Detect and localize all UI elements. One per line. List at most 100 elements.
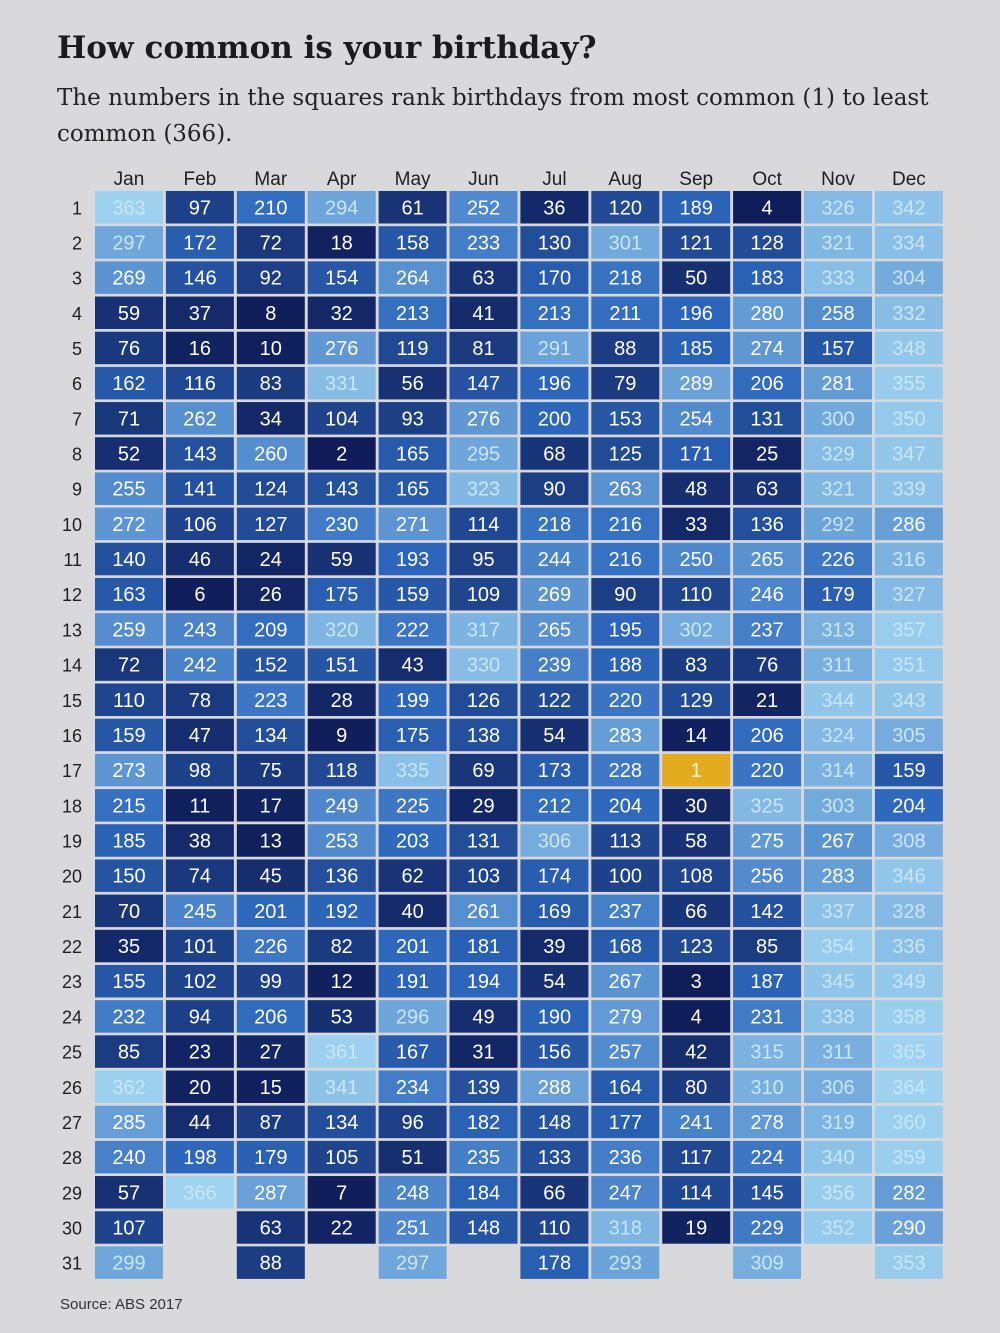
cell-fill [236, 366, 305, 400]
cell-oct-13: 237 [733, 613, 802, 646]
cell-feb-20: 74 [165, 859, 234, 892]
cell-apr-13: 320 [307, 613, 376, 646]
cell-dec-18: 204 [874, 789, 943, 822]
cell-rank-label: 339 [892, 479, 925, 501]
cell-oct-25: 315 [733, 1035, 802, 1068]
cell-oct-30: 229 [733, 1211, 802, 1244]
cell-feb-24: 94 [165, 1000, 234, 1033]
cell-fill [236, 964, 305, 998]
cell-rank-label: 361 [325, 1042, 358, 1064]
cell-oct-12: 246 [733, 577, 802, 611]
cell-fill [236, 859, 305, 892]
cell-fill [449, 261, 518, 294]
cell-rank-label: 232 [112, 1006, 145, 1028]
cell-fill [733, 331, 802, 365]
cell-rank-label: 260 [254, 444, 287, 466]
cell-rank-label: 297 [112, 232, 145, 254]
cell-rank-label: 42 [685, 1042, 707, 1064]
cell-fill [874, 296, 943, 330]
cell-fill [804, 648, 872, 681]
day-label-28: 28 [62, 1148, 82, 1168]
cell-oct-23: 187 [733, 964, 802, 998]
cell-feb-5: 16 [165, 331, 234, 365]
cell-oct-19: 275 [733, 824, 802, 857]
cell-fill [236, 718, 305, 752]
cell-rank-label: 12 [331, 971, 353, 993]
cell-nov-3: 333 [804, 261, 872, 294]
cell-fill [520, 718, 589, 752]
cell-rank-label: 28 [331, 690, 353, 712]
cell-rank-label: 159 [396, 584, 429, 606]
cell-rank-label: 72 [118, 655, 140, 677]
cell-rank-label: 96 [401, 1112, 423, 1134]
month-header-jul: Jul [542, 169, 566, 190]
cell-oct-27: 278 [733, 1105, 802, 1139]
cell-fill [307, 894, 376, 928]
cell-jan-8: 52 [95, 437, 163, 470]
cell-may-18: 225 [378, 789, 447, 822]
cell-fill [307, 437, 376, 470]
cell-apr-21: 192 [307, 894, 376, 928]
cell-mar-7: 34 [236, 402, 305, 435]
cell-rank-label: 179 [821, 584, 854, 606]
cell-fill [449, 964, 518, 998]
cell-fill [662, 1070, 731, 1103]
day-label-21: 21 [62, 902, 82, 922]
cell-oct-31: 309 [733, 1246, 802, 1279]
cell-fill [378, 1246, 447, 1279]
cell-fill [874, 261, 943, 294]
cell-jun-20: 103 [449, 859, 518, 892]
cell-fill [804, 437, 872, 470]
cell-dec-7: 350 [874, 402, 943, 435]
cell-rank-label: 278 [750, 1112, 783, 1134]
cell-fill [662, 402, 731, 435]
cell-rank-label: 143 [183, 444, 216, 466]
cell-fill [874, 226, 943, 259]
cell-fill [874, 1070, 943, 1103]
cell-fill [662, 296, 731, 330]
cell-sep-17: 1 [662, 753, 731, 787]
cell-fill [95, 824, 163, 857]
cell-jun-16: 138 [449, 718, 518, 752]
cell-fill [662, 507, 731, 541]
cell-fill [95, 1140, 163, 1174]
cell-jul-23: 54 [520, 964, 589, 998]
cell-rank-label: 119 [397, 338, 429, 360]
cell-nov-22: 354 [804, 929, 872, 963]
cell-dec-13: 357 [874, 613, 943, 646]
cell-nov-17: 314 [804, 753, 872, 787]
cell-fill [520, 1000, 589, 1033]
cell-fill [449, 894, 518, 928]
cell-fill [378, 964, 447, 998]
cell-fill [874, 824, 943, 857]
cell-sep-2: 121 [662, 226, 731, 259]
cell-nov-1: 326 [804, 191, 872, 224]
cell-rank-label: 134 [325, 1112, 358, 1134]
cell-rank-label: 19 [685, 1217, 707, 1239]
cell-rank-label: 62 [401, 866, 423, 888]
cell-rank-label: 233 [467, 232, 500, 254]
cell-fill [95, 613, 163, 646]
cell-fill [449, 366, 518, 400]
cell-rank-label: 292 [821, 514, 854, 536]
cell-fill [874, 191, 943, 224]
cell-rank-label: 305 [892, 725, 925, 747]
cell-nov-27: 319 [804, 1105, 872, 1139]
cell-fill [591, 648, 660, 681]
cell-may-25: 167 [378, 1035, 447, 1068]
cell-fill [307, 648, 376, 681]
cell-fill [662, 472, 731, 505]
cell-fill [662, 1140, 731, 1174]
cell-aug-22: 168 [591, 929, 660, 963]
cell-rank-label: 206 [254, 1006, 287, 1028]
cell-oct-17: 220 [733, 753, 802, 787]
cell-rank-label: 301 [609, 232, 642, 254]
cell-apr-26: 341 [307, 1070, 376, 1103]
cell-rank-label: 293 [609, 1253, 642, 1275]
cell-jan-23: 155 [95, 964, 163, 998]
cell-fill [236, 789, 305, 822]
cell-fill [449, 1035, 518, 1068]
cell-rank-label: 275 [750, 830, 783, 852]
cell-rank-label: 226 [821, 549, 854, 571]
